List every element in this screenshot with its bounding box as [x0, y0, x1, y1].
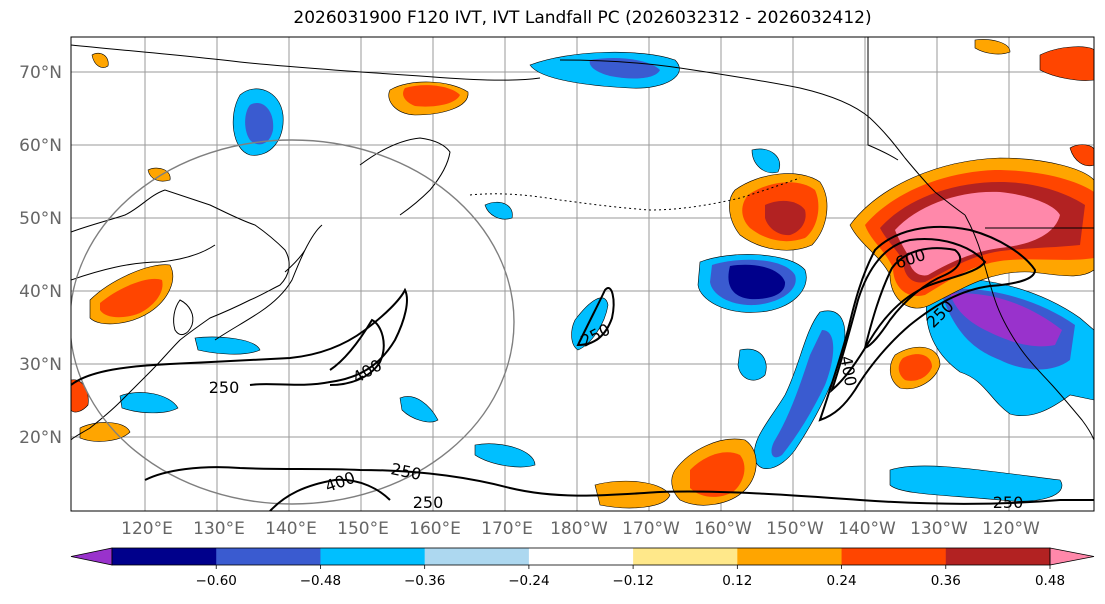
pos-blob-pnw-4 — [895, 191, 1060, 276]
latitude-label: 60°N — [19, 136, 62, 156]
neg-blob-small-4 — [399, 396, 439, 423]
neg-blob-small-7 — [571, 297, 609, 351]
neg-blob-north-central-3 — [728, 264, 786, 300]
neg-blob-small-6 — [119, 392, 179, 414]
contour-400-south — [269, 478, 391, 511]
colorbar-tick-label: 0.24 — [827, 573, 857, 589]
neg-blob-subtropical-2 — [771, 330, 834, 458]
border-alaska-canada — [867, 37, 899, 161]
colorbar-frame — [111, 547, 1051, 566]
pos-blob-siberia-north-2 — [403, 85, 460, 107]
map-title: 2026031900 F120 IVT, IVT Landfall PC (20… — [293, 8, 872, 28]
colorbar-segment — [424, 548, 530, 565]
neg-blob-small-1 — [474, 443, 536, 468]
colorbar-tick-label: 0.36 — [931, 573, 961, 589]
neg-blob-small-3 — [737, 348, 767, 381]
border-china — [71, 244, 216, 281]
contour-label: 250 — [993, 493, 1024, 512]
longitude-label: 140°W — [838, 519, 896, 539]
coastline-japan — [214, 224, 323, 341]
latitude-label: 30°N — [19, 355, 62, 375]
longitude-label: 130°E — [193, 519, 245, 539]
pos-blob-china-2 — [100, 278, 163, 318]
longitude-label: 120°W — [982, 519, 1040, 539]
neg-blob-small-9 — [194, 336, 261, 355]
map-content: 250 400 250 400 250 250 400 600 250 250 — [71, 37, 1094, 512]
colorbar-segment — [112, 548, 217, 565]
longitude-label: 150°W — [766, 519, 824, 539]
map-frame — [70, 36, 1095, 512]
colorbar: −0.60 −0.48 −0.36 −0.24 −0.12 0.12 0.24 0.36 0.4… — [70, 547, 1095, 589]
contour-400-pnw — [829, 238, 987, 394]
colorbar-segment — [528, 548, 634, 565]
contour-250-south — [144, 466, 1094, 505]
longitude-label: 170°W — [622, 519, 680, 539]
longitude-label: 180°W — [550, 519, 608, 539]
coastline-north-america — [964, 214, 1094, 441]
colorbar-segment — [945, 548, 1051, 565]
pos-blob-small-a — [147, 167, 171, 182]
contour-600-pnw — [863, 247, 962, 350]
colorbar-arrow-min — [70, 547, 113, 566]
pc-shading — [71, 39, 1094, 509]
contour-250-central — [576, 287, 615, 347]
pos-blob-ne-canada — [1069, 144, 1094, 167]
colorbar-tick-label: −0.24 — [508, 573, 549, 589]
longitude-label: 130°W — [910, 519, 968, 539]
colorbar-arrow-max — [1049, 547, 1095, 566]
longitude-label: 170°E — [481, 519, 533, 539]
neg-blob-eastern-pacific-3 — [950, 293, 1062, 347]
coastline-korea — [173, 299, 194, 336]
longitude-label: 120°E — [121, 519, 173, 539]
latitude-label: 40°N — [19, 282, 62, 302]
contour-label: 250 — [209, 378, 240, 397]
contour-label: 250 — [413, 493, 444, 512]
colorbar-tick-label: −0.48 — [300, 573, 341, 589]
ivt-contours — [71, 225, 1094, 511]
pos-blob-small-b — [974, 39, 1011, 55]
longitude-label: 150°E — [337, 519, 389, 539]
contour-400-west — [329, 318, 385, 386]
colorbar-tick-label: 0.48 — [1035, 573, 1065, 589]
latitude-labels: 70°N 60°N 50°N 40°N 30°N 20°N — [19, 63, 62, 448]
colorbar-tick-label: 0.12 — [722, 573, 752, 589]
colorbar-segment — [633, 548, 738, 565]
longitude-label: 140°E — [265, 519, 317, 539]
coastline-aleutians — [469, 177, 801, 211]
coastlines — [71, 37, 1094, 441]
pos-blob-hawaii-east-2 — [898, 354, 932, 381]
longitude-label: 160°E — [409, 519, 461, 539]
neg-blob-small-5 — [484, 201, 513, 220]
pos-blob-south-china — [79, 422, 131, 442]
pos-blob-sw-corner — [71, 379, 89, 413]
longitude-labels: 120°E 130°E 140°E 150°E 160°E 170°E 180°W 170°W… — [121, 519, 1040, 539]
longitude-label: 160°W — [694, 519, 752, 539]
latitude-label: 70°N — [19, 63, 62, 83]
pos-blob-central-3 — [765, 200, 806, 236]
neg-blob-small-2 — [889, 465, 1063, 502]
latitude-label: 20°N — [19, 428, 62, 448]
latitude-label: 50°N — [19, 209, 62, 229]
colorbar-segment — [320, 548, 426, 565]
coastline-alaska — [559, 59, 966, 216]
pos-blob-arctic-west — [91, 52, 109, 68]
colorbar-segment — [737, 548, 843, 565]
coastline-kamchatka — [359, 137, 451, 216]
colorbar-tick-label: −0.12 — [612, 573, 653, 589]
colorbar-segment — [216, 548, 321, 565]
colorbar-tick-label: −0.36 — [404, 573, 445, 589]
contour-250-west — [71, 287, 408, 386]
coastline-siberia-north — [71, 44, 541, 81]
pos-blob-arctic-east — [1039, 46, 1094, 81]
coastline-asia — [71, 189, 290, 441]
pos-blob-tropics-2 — [690, 452, 745, 497]
contour-250-pnw — [818, 225, 1037, 422]
neg-blob-siberia-2 — [245, 102, 274, 145]
colorbar-segment — [841, 548, 947, 565]
colorbar-tick-label: −0.60 — [196, 573, 237, 589]
landfall-region-circle — [71, 139, 515, 505]
neg-blob-small-8 — [751, 148, 780, 174]
